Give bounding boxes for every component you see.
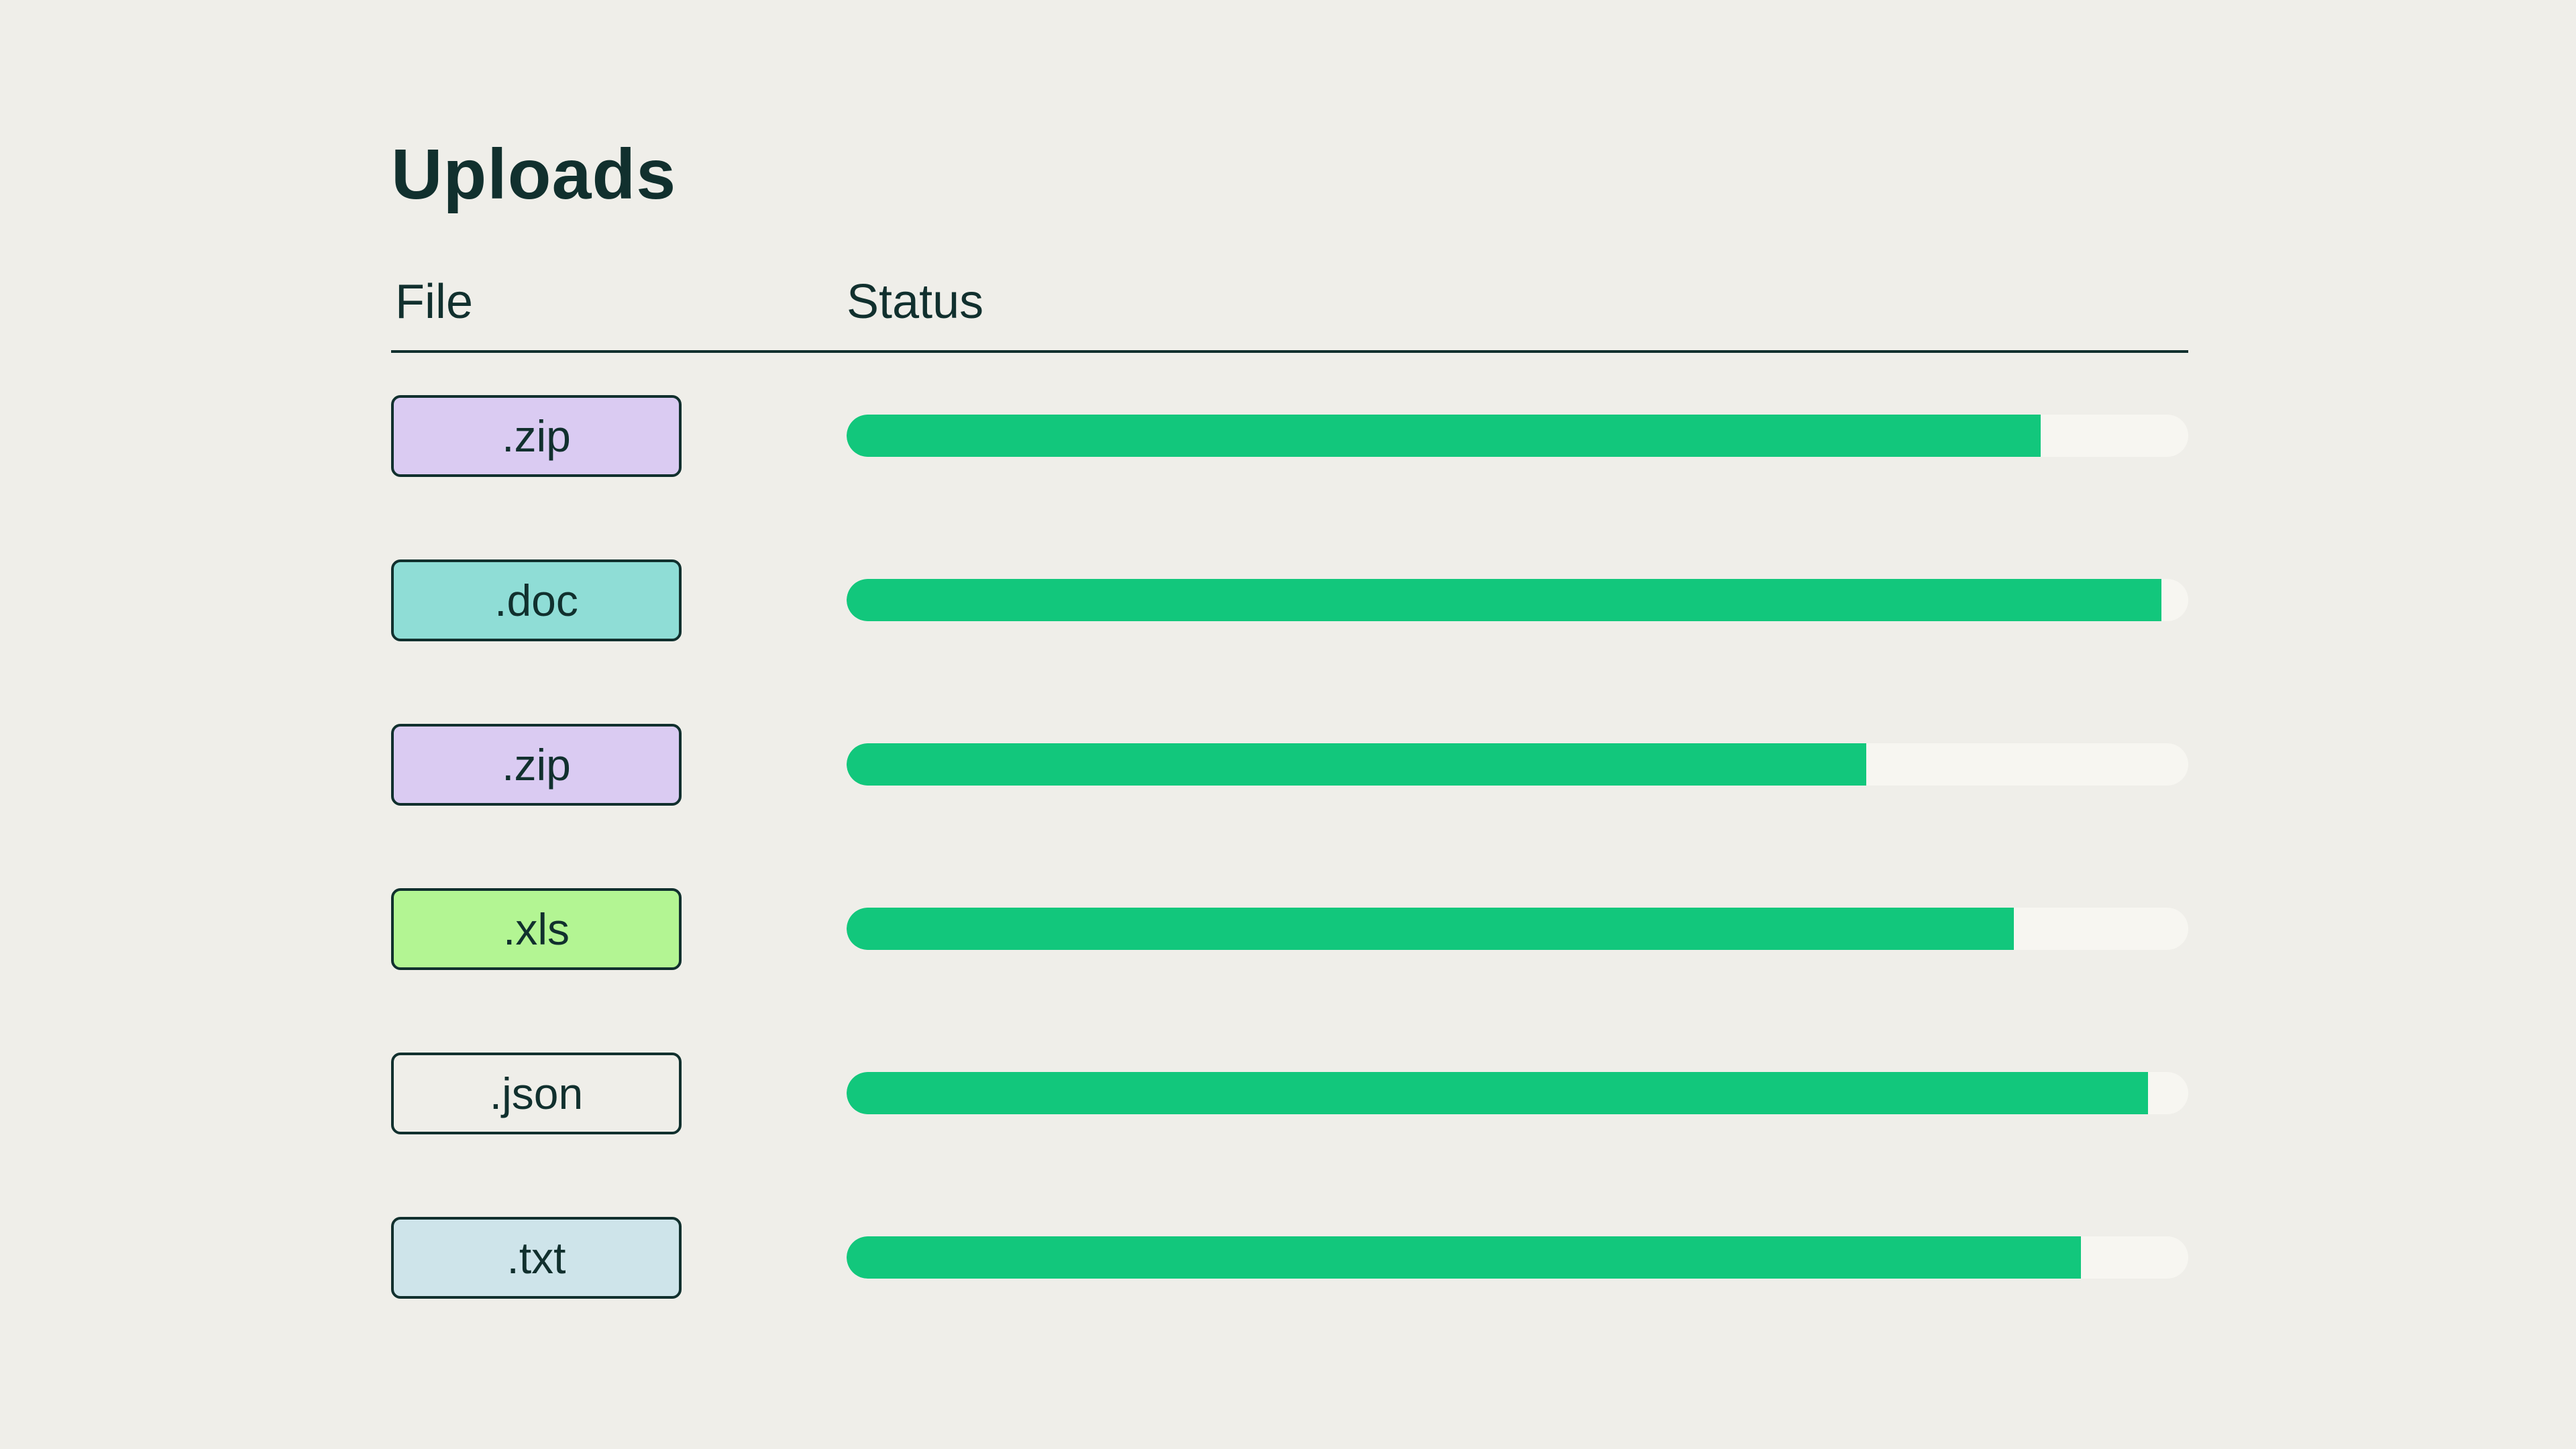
- page-title: Uploads: [391, 135, 677, 214]
- upload-row: .zip: [391, 723, 2188, 806]
- progress-track: [847, 1072, 2188, 1115]
- progress-fill: [847, 908, 2014, 951]
- progress-fill: [847, 743, 1866, 786]
- file-type-label: .xls: [503, 904, 570, 954]
- progress-track: [847, 1236, 2188, 1279]
- file-type-badge[interactable]: .txt: [391, 1216, 682, 1299]
- file-type-badge[interactable]: .zip: [391, 723, 682, 806]
- column-header-status: Status: [847, 274, 984, 329]
- file-type-label: .json: [489, 1068, 584, 1118]
- column-header-file: File: [395, 274, 474, 329]
- upload-row: .doc: [391, 559, 2188, 641]
- upload-row: .txt: [391, 1216, 2188, 1299]
- file-type-badge[interactable]: .xls: [391, 888, 682, 970]
- file-type-badge[interactable]: .zip: [391, 394, 682, 477]
- progress-fill: [847, 579, 2161, 622]
- header-divider: [391, 350, 2188, 353]
- file-type-label: .zip: [502, 739, 571, 790]
- progress-fill: [847, 1236, 2081, 1279]
- file-type-badge[interactable]: .doc: [391, 559, 682, 641]
- upload-row: .json: [391, 1052, 2188, 1134]
- file-type-label: .zip: [502, 411, 571, 461]
- progress-track: [847, 415, 2188, 458]
- progress-fill: [847, 1072, 2148, 1115]
- table-header: File Status: [391, 278, 2188, 326]
- progress-track: [847, 579, 2188, 622]
- file-type-label: .txt: [506, 1232, 566, 1283]
- progress-track: [847, 908, 2188, 951]
- file-type-badge[interactable]: .json: [391, 1052, 682, 1134]
- progress-track: [847, 743, 2188, 786]
- uploads-panel: Uploads File Status .zip .doc .zip: [391, 134, 2188, 1381]
- progress-fill: [847, 415, 2041, 458]
- file-type-label: .doc: [494, 575, 578, 625]
- upload-row: .zip: [391, 394, 2188, 477]
- upload-rows: .zip .doc .zip .xls: [391, 394, 2188, 1299]
- upload-row: .xls: [391, 888, 2188, 970]
